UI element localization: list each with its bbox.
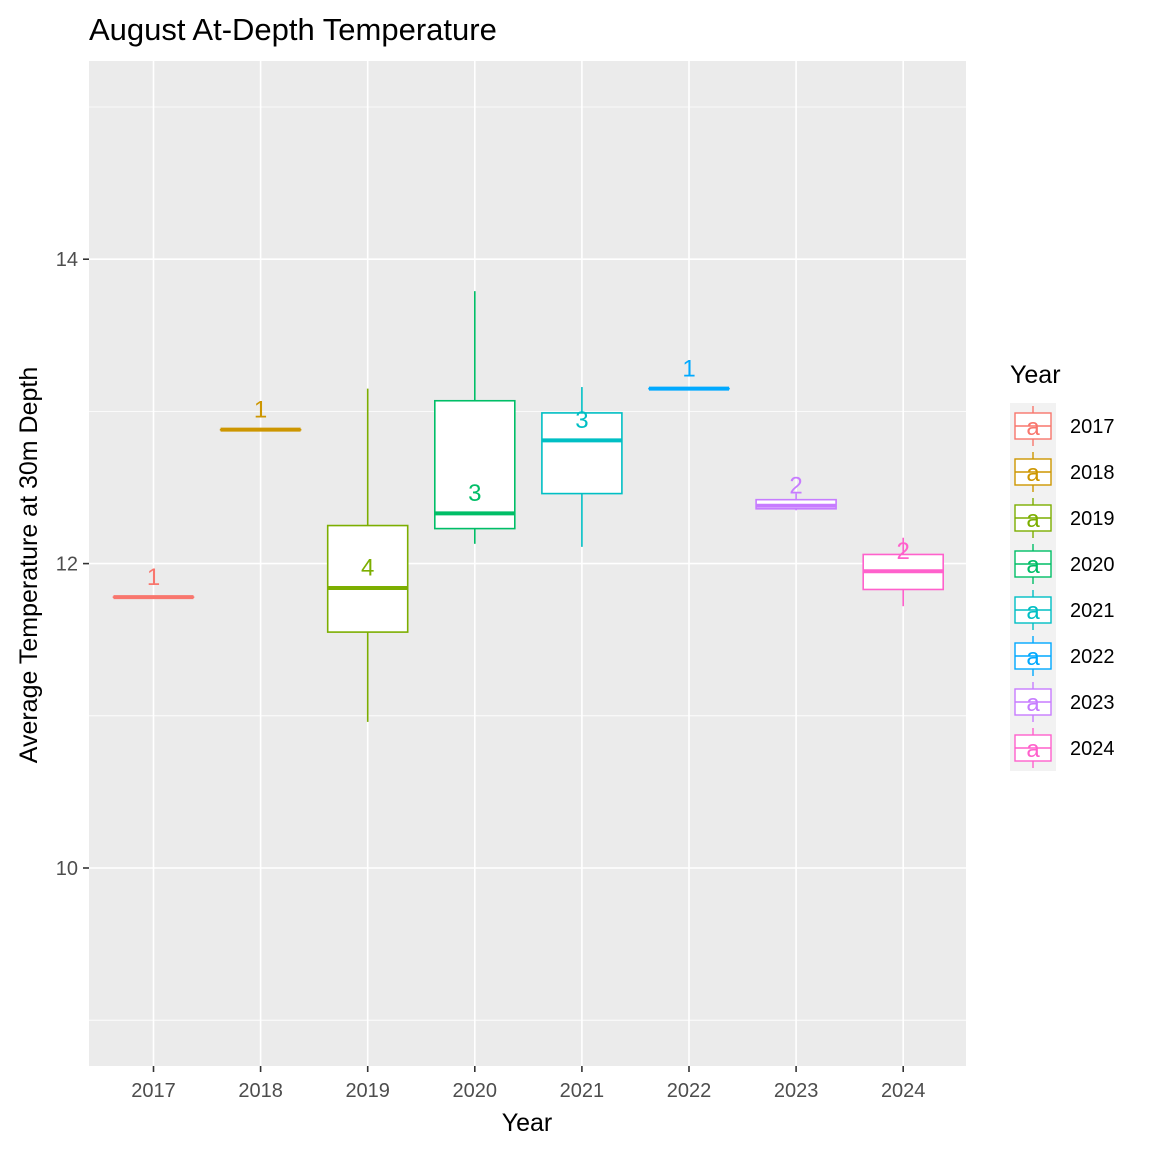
x-tick-label: 2021 [560,1080,605,1102]
box-2018: 1 [219,396,302,432]
legend-label: 2024 [1070,738,1115,760]
box-2022: 1 [648,355,730,391]
legend-key-glyph: a [1026,736,1040,763]
box-2023: 2 [755,472,837,511]
x-tick-label: 2022 [667,1080,712,1102]
x-tick-label: 2018 [238,1080,283,1102]
legend-key-glyph: a [1026,690,1040,717]
legend-item-2021: a 2021 [1010,587,1115,633]
y-tick-label: 14 [56,249,78,271]
legend-title: Year [1010,361,1061,389]
legend-label: 2019 [1070,508,1115,530]
count-label: 1 [682,355,695,382]
chart-title: August At-Depth Temperature [89,12,497,47]
box-2020: 3 [433,291,516,544]
box-2019: 4 [326,388,409,722]
legend-label: 2022 [1070,646,1115,668]
y-tick-label: 10 [56,858,78,880]
y-tick-label: 12 [56,554,78,576]
count-label: 3 [575,407,588,434]
x-tick-label: 2023 [774,1080,819,1102]
x-tick-label: 2017 [131,1080,176,1102]
box-2021: 3 [541,387,623,547]
count-label: 2 [789,472,802,499]
legend-item-2017: a 2017 [1010,403,1115,449]
legend-key-glyph: a [1026,598,1040,625]
count-label: 2 [897,538,910,565]
legend-label: 2023 [1070,692,1115,714]
legend-item-2018: a 2018 [1010,449,1115,495]
count-label: 4 [361,555,374,582]
count-label: 1 [147,564,160,591]
count-label: 3 [468,480,481,507]
box-body [541,412,623,495]
legend-item-2023: a 2023 [1010,679,1115,725]
y-axis: 10 12 14 [56,249,89,880]
x-tick-label: 2019 [345,1080,390,1102]
legend-key-glyph: a [1026,506,1040,533]
legend-item-2019: a 2019 [1010,495,1115,541]
count-label: 1 [254,396,267,423]
x-tick-label: 2024 [881,1080,926,1102]
x-axis: 2017 2018 2019 2020 2021 2022 2023 2024 [131,1066,925,1102]
box-2024: 2 [862,537,945,607]
legend-key-glyph: a [1026,644,1040,671]
y-axis-title: Average Temperature at 30m Depth [15,367,43,764]
x-tick-label: 2020 [453,1080,498,1102]
legend-label: 2021 [1070,600,1115,622]
legend-label: 2018 [1070,462,1115,484]
legend-key-glyph: a [1026,414,1040,441]
legend-item-2020: a 2020 [1010,541,1115,587]
x-axis-title: Year [502,1109,553,1137]
legend-item-2022: a 2022 [1010,633,1115,679]
box-2017: 1 [112,564,195,600]
legend-label: 2020 [1070,554,1115,576]
box-body [326,524,409,633]
plot-panel: 1 1 4 3 3 1 2 2 [89,61,966,1066]
legend-key-glyph: a [1026,552,1040,579]
legend-key-glyph: a [1026,460,1040,487]
box-body [433,399,516,530]
legend-item-2024: a 2024 [1010,725,1115,771]
legend-label: 2017 [1070,416,1115,438]
